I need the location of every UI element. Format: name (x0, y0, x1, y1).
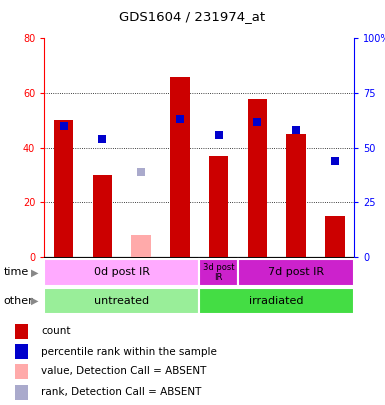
Point (60, 123, 67, 129)
Text: irradiated: irradiated (249, 296, 304, 306)
Bar (238, 259, 354, 286)
Point (332, 158, 338, 164)
Bar (15, 324, 28, 339)
Text: rank, Detection Call = ABSENT: rank, Detection Call = ABSENT (41, 388, 202, 397)
Bar (44, 288, 199, 314)
Bar (248, 98, 267, 257)
Text: other: other (4, 296, 33, 306)
Bar (286, 134, 306, 257)
Text: ▶: ▶ (31, 267, 38, 277)
Bar (325, 216, 345, 257)
Bar (199, 259, 238, 286)
Text: time: time (4, 267, 29, 277)
Bar (15, 344, 28, 359)
Point (177, 116, 183, 123)
Text: count: count (41, 326, 71, 336)
Bar (199, 288, 354, 314)
Bar (15, 364, 28, 379)
Point (216, 132, 222, 138)
Bar (209, 156, 228, 257)
Bar (15, 385, 28, 400)
Bar (170, 77, 189, 257)
Text: 0d post IR: 0d post IR (94, 267, 150, 277)
Point (293, 127, 299, 134)
Text: percentile rank within the sample: percentile rank within the sample (41, 347, 217, 357)
Text: 7d post IR: 7d post IR (268, 267, 324, 277)
Point (99, 136, 105, 142)
Text: value, Detection Call = ABSENT: value, Detection Call = ABSENT (41, 366, 207, 376)
Bar (44, 259, 199, 286)
Bar (93, 175, 112, 257)
Text: GDS1604 / 231974_at: GDS1604 / 231974_at (119, 10, 266, 23)
Point (138, 168, 144, 175)
Text: untreated: untreated (94, 296, 149, 306)
Text: 3d post
IR: 3d post IR (203, 263, 234, 282)
Bar (131, 235, 151, 257)
Bar (54, 120, 73, 257)
Text: ▶: ▶ (31, 296, 38, 306)
Point (254, 118, 260, 125)
